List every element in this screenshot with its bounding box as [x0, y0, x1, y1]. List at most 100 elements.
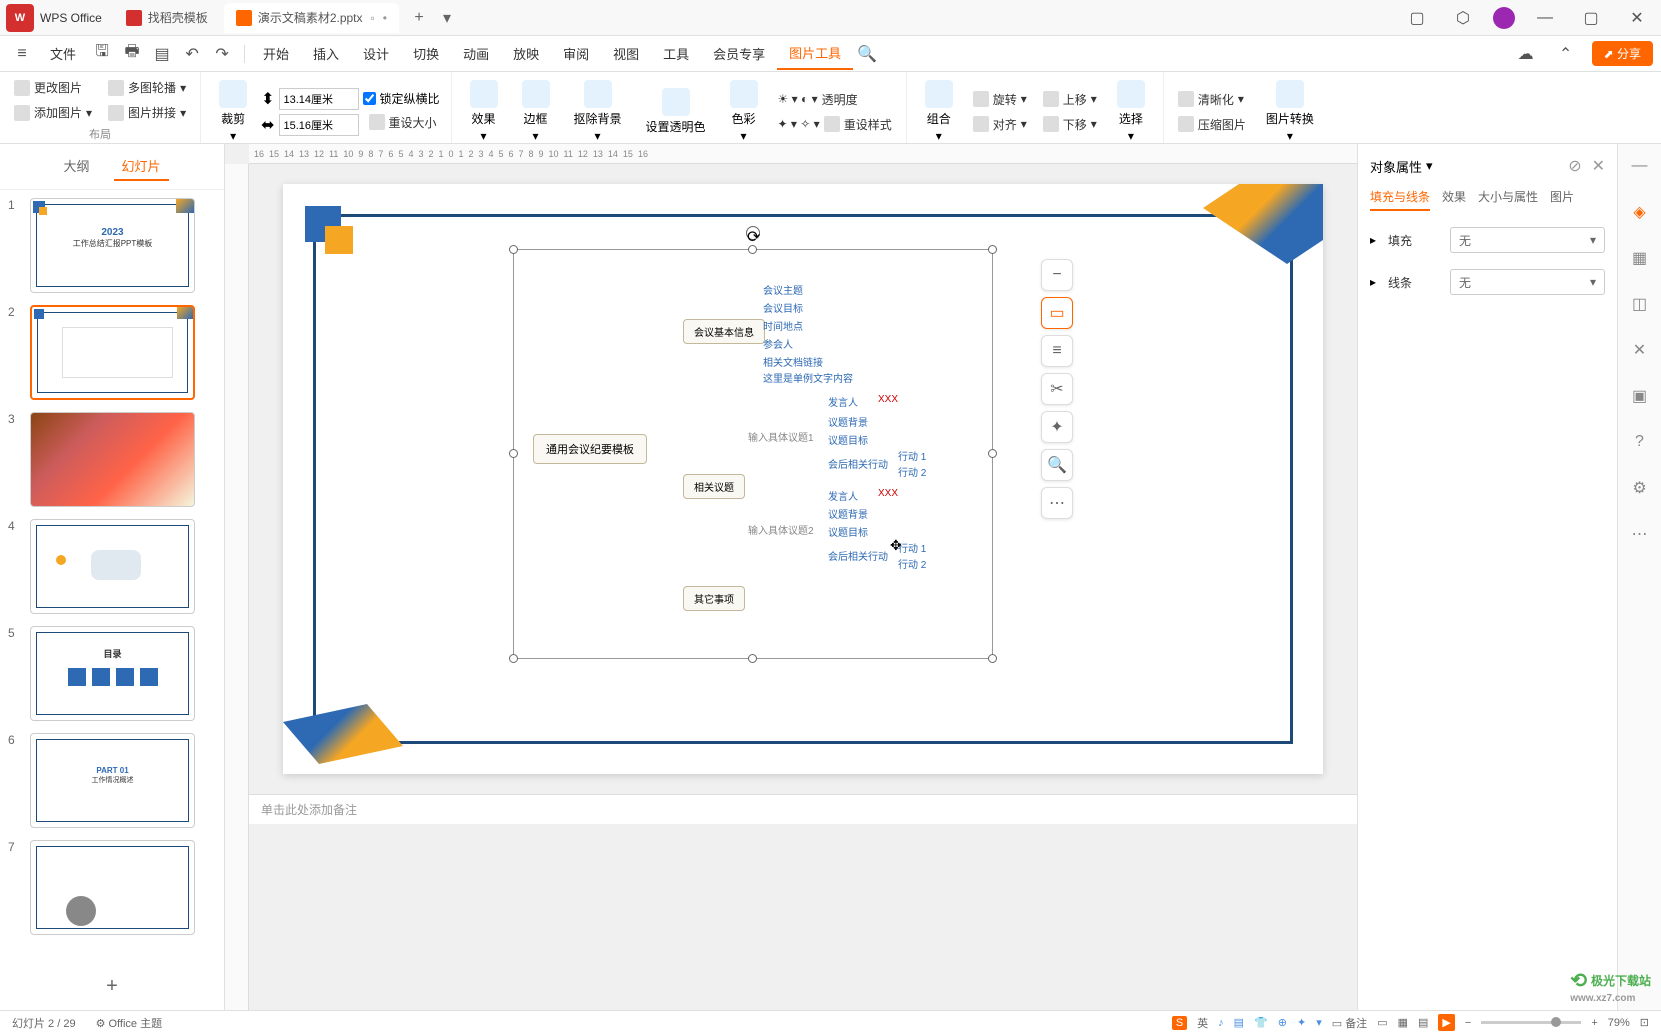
width-input[interactable]	[279, 114, 359, 136]
menu-view[interactable]: 视图	[601, 38, 651, 70]
tab-menu-button[interactable]: ▾	[435, 6, 459, 30]
collapse-tool[interactable]: −	[1041, 259, 1073, 291]
slide-thumbnail[interactable]: 目录	[30, 626, 195, 721]
resize-handle-b[interactable]	[748, 654, 757, 663]
slides-tab[interactable]: 幻灯片	[114, 152, 169, 181]
zoom-in-button[interactable]: +	[1591, 1017, 1597, 1029]
canvas-scroll[interactable]: ⟳ 通用会议纪要模板 会议基本信息 会议主题 会议目标 时间地点	[249, 164, 1357, 1010]
print-icon[interactable]: 🖶	[118, 40, 146, 68]
slide-thumbnail[interactable]: 2023 工作总结汇报PPT模板	[30, 198, 195, 293]
zoom-out-button[interactable]: −	[1465, 1017, 1471, 1029]
sidebar-style-icon[interactable]: ◈	[1626, 198, 1654, 226]
size-props-tab[interactable]: 大小与属性	[1478, 188, 1538, 211]
preview-icon[interactable]: ▤	[148, 40, 176, 68]
menu-insert[interactable]: 插入	[301, 38, 351, 70]
resize-handle-tr[interactable]	[988, 245, 997, 254]
compress-button[interactable]: 压缩图片	[1172, 113, 1252, 136]
status-icon[interactable]: ⊕	[1278, 1016, 1287, 1029]
resize-handle-r[interactable]	[988, 449, 997, 458]
align-button[interactable]: 对齐 ▾	[967, 113, 1033, 136]
slide-thumbnail[interactable]	[30, 412, 195, 507]
status-icon[interactable]: ▤	[1234, 1016, 1244, 1029]
view-reading-icon[interactable]: ▤	[1418, 1016, 1428, 1029]
slide-item[interactable]: 1 2023 工作总结汇报PPT模板	[8, 198, 216, 293]
menu-transition[interactable]: 切换	[401, 38, 451, 70]
slide-item[interactable]: 3	[8, 412, 216, 507]
tab-document[interactable]: 演示文稿素材2.pptx ▫ •	[224, 3, 399, 33]
line-select[interactable]: 无▾	[1450, 269, 1605, 295]
status-icon[interactable]: ♪	[1218, 1017, 1224, 1029]
zoom-level[interactable]: 79%	[1608, 1017, 1630, 1029]
sidebar-image-icon[interactable]: ▣	[1626, 382, 1654, 410]
close-button[interactable]: ✕	[1621, 4, 1653, 32]
avatar[interactable]	[1493, 7, 1515, 29]
tab-templates[interactable]: 找稻壳模板	[114, 3, 220, 33]
rotate-handle[interactable]: ⟳	[746, 226, 760, 240]
ime-badge[interactable]: S	[1172, 1016, 1187, 1030]
expand-icon[interactable]: ▸	[1370, 233, 1376, 247]
status-icon[interactable]: ▾	[1316, 1016, 1322, 1029]
view-slideshow-icon[interactable]: ▶	[1438, 1014, 1454, 1031]
carousel-button[interactable]: 多图轮播 ▾	[102, 76, 192, 99]
expand-icon[interactable]: ▸	[1370, 275, 1376, 289]
effects-button[interactable]: 效果▾	[460, 76, 508, 147]
sidebar-settings-icon[interactable]: ⚙	[1626, 474, 1654, 502]
search-icon[interactable]: 🔍	[853, 40, 881, 68]
sidebar-tools-icon[interactable]: ✕	[1626, 336, 1654, 364]
reset-size-button[interactable]: 重设大小	[363, 111, 443, 134]
sharpen-button[interactable]: 清晰化 ▾	[1172, 88, 1252, 111]
share-button[interactable]: ⬈ 分享	[1592, 41, 1653, 66]
slide-item[interactable]: 7	[8, 840, 216, 935]
magic-tool[interactable]: ✦	[1041, 411, 1073, 443]
fit-button[interactable]: ⊡	[1640, 1016, 1649, 1029]
app-icon[interactable]: ▢	[1401, 4, 1433, 32]
add-tab-button[interactable]: +	[407, 6, 431, 30]
redo-icon[interactable]: ↷	[208, 40, 236, 68]
format-tool[interactable]: ▭	[1041, 297, 1073, 329]
status-icon[interactable]: 👕	[1254, 1016, 1268, 1029]
resize-handle-l[interactable]	[509, 449, 518, 458]
add-slide-button[interactable]: +	[0, 963, 224, 1010]
slides-list[interactable]: 1 2023 工作总结汇报PPT模板 2	[0, 190, 224, 963]
slide-thumbnail[interactable]	[30, 519, 195, 614]
view-sorter-icon[interactable]: ▦	[1398, 1016, 1408, 1029]
crop-button[interactable]: 裁剪▾	[209, 76, 257, 147]
horizontal-ruler[interactable]: 16 15 14 13 12 11 10 9 8 7 6 5 4 3 2 1 0…	[249, 144, 1357, 164]
transparent-color-button[interactable]: 设置透明色	[636, 84, 716, 139]
rotate-button[interactable]: 旋转 ▾	[967, 88, 1033, 111]
save-icon[interactable]: 🖫	[88, 40, 116, 68]
theme-indicator[interactable]: ⚙ Office 主题	[96, 1015, 163, 1031]
color-button[interactable]: 色彩▾	[720, 76, 768, 147]
effects-tab[interactable]: 效果	[1442, 188, 1466, 211]
file-menu[interactable]: 文件	[38, 38, 88, 70]
border-button[interactable]: 边框▾	[512, 76, 560, 147]
pin-icon[interactable]: ⊘	[1568, 156, 1581, 176]
dropdown-icon[interactable]: ▫	[371, 11, 375, 25]
zoom-slider-thumb[interactable]	[1551, 1017, 1561, 1027]
change-picture-button[interactable]: 更改图片	[8, 76, 98, 99]
brightness-button[interactable]: ☀ ▾ ◐ ▾ 透明度	[772, 88, 898, 111]
close-icon[interactable]: •	[383, 11, 387, 25]
sidebar-help-icon[interactable]: ?	[1626, 428, 1654, 456]
add-picture-button[interactable]: 添加图片 ▾	[8, 101, 98, 124]
sidebar-collapse-icon[interactable]: —	[1626, 152, 1654, 180]
reset-style-button[interactable]: ✦ ▾ ✧ ▾ 重设样式	[772, 113, 898, 136]
cube-icon[interactable]: ⬡	[1447, 4, 1479, 32]
crop-tool[interactable]: ✂	[1041, 373, 1073, 405]
status-icon[interactable]: ✦	[1297, 1016, 1306, 1029]
resize-handle-tl[interactable]	[509, 245, 518, 254]
send-backward-button[interactable]: 下移 ▾	[1037, 113, 1103, 136]
menu-picture-tools[interactable]: 图片工具	[777, 38, 853, 70]
resize-handle-br[interactable]	[988, 654, 997, 663]
remove-bg-button[interactable]: 抠除背景▾	[564, 76, 632, 147]
collapse-icon[interactable]: ⌃	[1552, 40, 1580, 68]
slide-thumbnail[interactable]	[30, 305, 195, 400]
sidebar-template-icon[interactable]: ▦	[1626, 244, 1654, 272]
notes-toggle[interactable]: ▭ 备注	[1332, 1015, 1367, 1031]
collage-button[interactable]: 图片拼接 ▾	[102, 101, 192, 124]
resize-handle-bl[interactable]	[509, 654, 518, 663]
zoom-slider[interactable]	[1481, 1021, 1581, 1024]
slide-item[interactable]: 6 PART 01 工作情况概述	[8, 733, 216, 828]
undo-icon[interactable]: ↶	[178, 40, 206, 68]
ime-indicator[interactable]: 英	[1197, 1015, 1208, 1031]
